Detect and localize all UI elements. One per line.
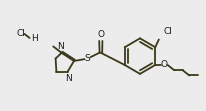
Text: O: O [160, 60, 167, 69]
Text: S: S [84, 54, 90, 63]
Text: O: O [97, 30, 104, 39]
Text: N: N [65, 74, 71, 83]
Text: Cl: Cl [163, 27, 172, 36]
Text: Cl: Cl [16, 29, 25, 38]
Text: H: H [31, 34, 38, 43]
Text: N: N [57, 42, 64, 51]
